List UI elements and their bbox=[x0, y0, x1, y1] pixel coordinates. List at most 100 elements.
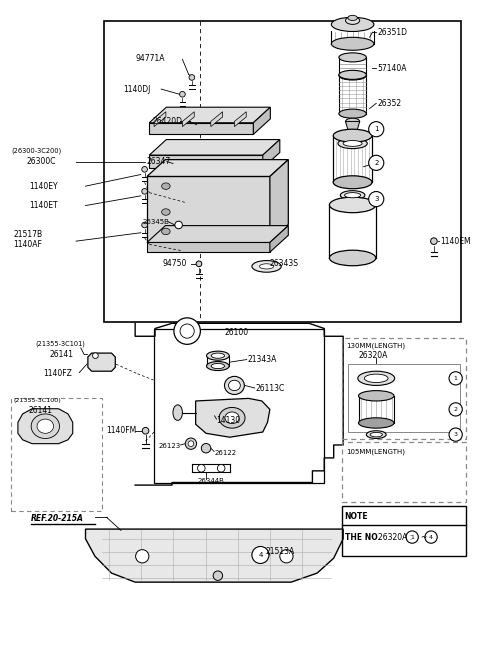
Polygon shape bbox=[149, 139, 280, 155]
Circle shape bbox=[217, 464, 225, 472]
Text: NOTE: NOTE bbox=[345, 512, 368, 520]
Text: 21343A: 21343A bbox=[248, 355, 277, 364]
Ellipse shape bbox=[211, 353, 225, 358]
Ellipse shape bbox=[331, 37, 374, 51]
Text: 105MM(LENGTH): 105MM(LENGTH) bbox=[346, 448, 405, 455]
Bar bbox=[342, 506, 466, 556]
Bar bbox=[154, 328, 324, 482]
Text: 26351D: 26351D bbox=[377, 28, 407, 37]
Text: 94750: 94750 bbox=[163, 260, 187, 268]
Polygon shape bbox=[234, 112, 246, 127]
Polygon shape bbox=[253, 107, 270, 135]
Text: 26344B: 26344B bbox=[198, 478, 225, 484]
Polygon shape bbox=[149, 123, 253, 135]
Polygon shape bbox=[182, 112, 194, 127]
Polygon shape bbox=[270, 160, 288, 241]
Ellipse shape bbox=[370, 432, 383, 437]
Ellipse shape bbox=[31, 414, 60, 438]
Polygon shape bbox=[263, 139, 280, 168]
Text: 21517B: 21517B bbox=[13, 230, 42, 239]
Polygon shape bbox=[211, 112, 223, 127]
Circle shape bbox=[175, 221, 182, 229]
Circle shape bbox=[431, 238, 437, 244]
Text: 14130: 14130 bbox=[216, 416, 240, 425]
Circle shape bbox=[369, 155, 384, 170]
Ellipse shape bbox=[359, 418, 394, 428]
Ellipse shape bbox=[333, 176, 372, 189]
Ellipse shape bbox=[162, 228, 170, 235]
Text: 26345B: 26345B bbox=[142, 219, 169, 225]
Ellipse shape bbox=[252, 261, 281, 272]
Circle shape bbox=[449, 403, 462, 416]
Ellipse shape bbox=[333, 129, 372, 142]
Text: 1140FM: 1140FM bbox=[106, 426, 136, 435]
Circle shape bbox=[196, 261, 202, 267]
Bar bbox=[12, 397, 102, 511]
Circle shape bbox=[201, 443, 211, 453]
Bar bbox=[348, 364, 460, 432]
Ellipse shape bbox=[358, 371, 395, 386]
Ellipse shape bbox=[162, 183, 170, 189]
Ellipse shape bbox=[173, 405, 182, 420]
Text: 3: 3 bbox=[454, 432, 457, 437]
Circle shape bbox=[425, 531, 437, 543]
Ellipse shape bbox=[225, 412, 239, 424]
Ellipse shape bbox=[260, 264, 274, 269]
Polygon shape bbox=[88, 353, 115, 371]
Text: 130MM(LENGTH): 130MM(LENGTH) bbox=[346, 343, 405, 350]
Ellipse shape bbox=[346, 118, 360, 125]
Circle shape bbox=[174, 318, 200, 344]
Text: 26320A :: 26320A : bbox=[378, 533, 412, 541]
Text: 2: 2 bbox=[374, 160, 378, 166]
Ellipse shape bbox=[206, 351, 229, 360]
Polygon shape bbox=[147, 242, 270, 252]
Ellipse shape bbox=[338, 138, 367, 148]
Bar bbox=[342, 442, 466, 502]
Polygon shape bbox=[85, 529, 343, 582]
Circle shape bbox=[252, 547, 269, 564]
Ellipse shape bbox=[339, 109, 366, 118]
Text: 26141: 26141 bbox=[49, 350, 73, 359]
Polygon shape bbox=[18, 409, 73, 443]
Text: 57140A: 57140A bbox=[377, 64, 407, 73]
Text: 1140EY: 1140EY bbox=[29, 181, 58, 191]
Text: 26343S: 26343S bbox=[270, 260, 299, 268]
Ellipse shape bbox=[339, 71, 366, 80]
Circle shape bbox=[406, 531, 418, 543]
Polygon shape bbox=[149, 155, 263, 168]
Text: 2: 2 bbox=[454, 407, 457, 412]
Text: 26141: 26141 bbox=[29, 406, 53, 415]
Text: 26300C: 26300C bbox=[26, 157, 56, 166]
Ellipse shape bbox=[228, 380, 240, 391]
Polygon shape bbox=[147, 177, 270, 241]
Circle shape bbox=[449, 428, 462, 442]
Circle shape bbox=[449, 372, 462, 385]
Ellipse shape bbox=[339, 70, 366, 79]
Text: 4: 4 bbox=[429, 535, 433, 539]
Text: 26123: 26123 bbox=[158, 443, 180, 449]
Polygon shape bbox=[346, 122, 360, 133]
Text: 26352: 26352 bbox=[377, 99, 401, 108]
Ellipse shape bbox=[340, 191, 365, 200]
Ellipse shape bbox=[346, 16, 360, 24]
Circle shape bbox=[136, 550, 149, 563]
Text: 1: 1 bbox=[374, 126, 379, 132]
Ellipse shape bbox=[206, 361, 229, 371]
Polygon shape bbox=[270, 225, 288, 252]
Text: 26100: 26100 bbox=[224, 328, 248, 337]
Circle shape bbox=[142, 166, 147, 172]
Text: 1: 1 bbox=[454, 376, 457, 381]
Ellipse shape bbox=[329, 250, 376, 265]
Polygon shape bbox=[196, 398, 270, 437]
Circle shape bbox=[189, 75, 195, 80]
Ellipse shape bbox=[211, 363, 225, 369]
Polygon shape bbox=[154, 112, 166, 127]
Ellipse shape bbox=[162, 209, 170, 215]
Text: 1140FZ: 1140FZ bbox=[43, 369, 72, 378]
Circle shape bbox=[198, 464, 205, 472]
Text: REF.20-215A: REF.20-215A bbox=[31, 514, 84, 523]
Text: ~: ~ bbox=[420, 533, 427, 541]
Text: 26320A: 26320A bbox=[359, 351, 388, 359]
Ellipse shape bbox=[219, 407, 245, 428]
Circle shape bbox=[213, 571, 223, 580]
